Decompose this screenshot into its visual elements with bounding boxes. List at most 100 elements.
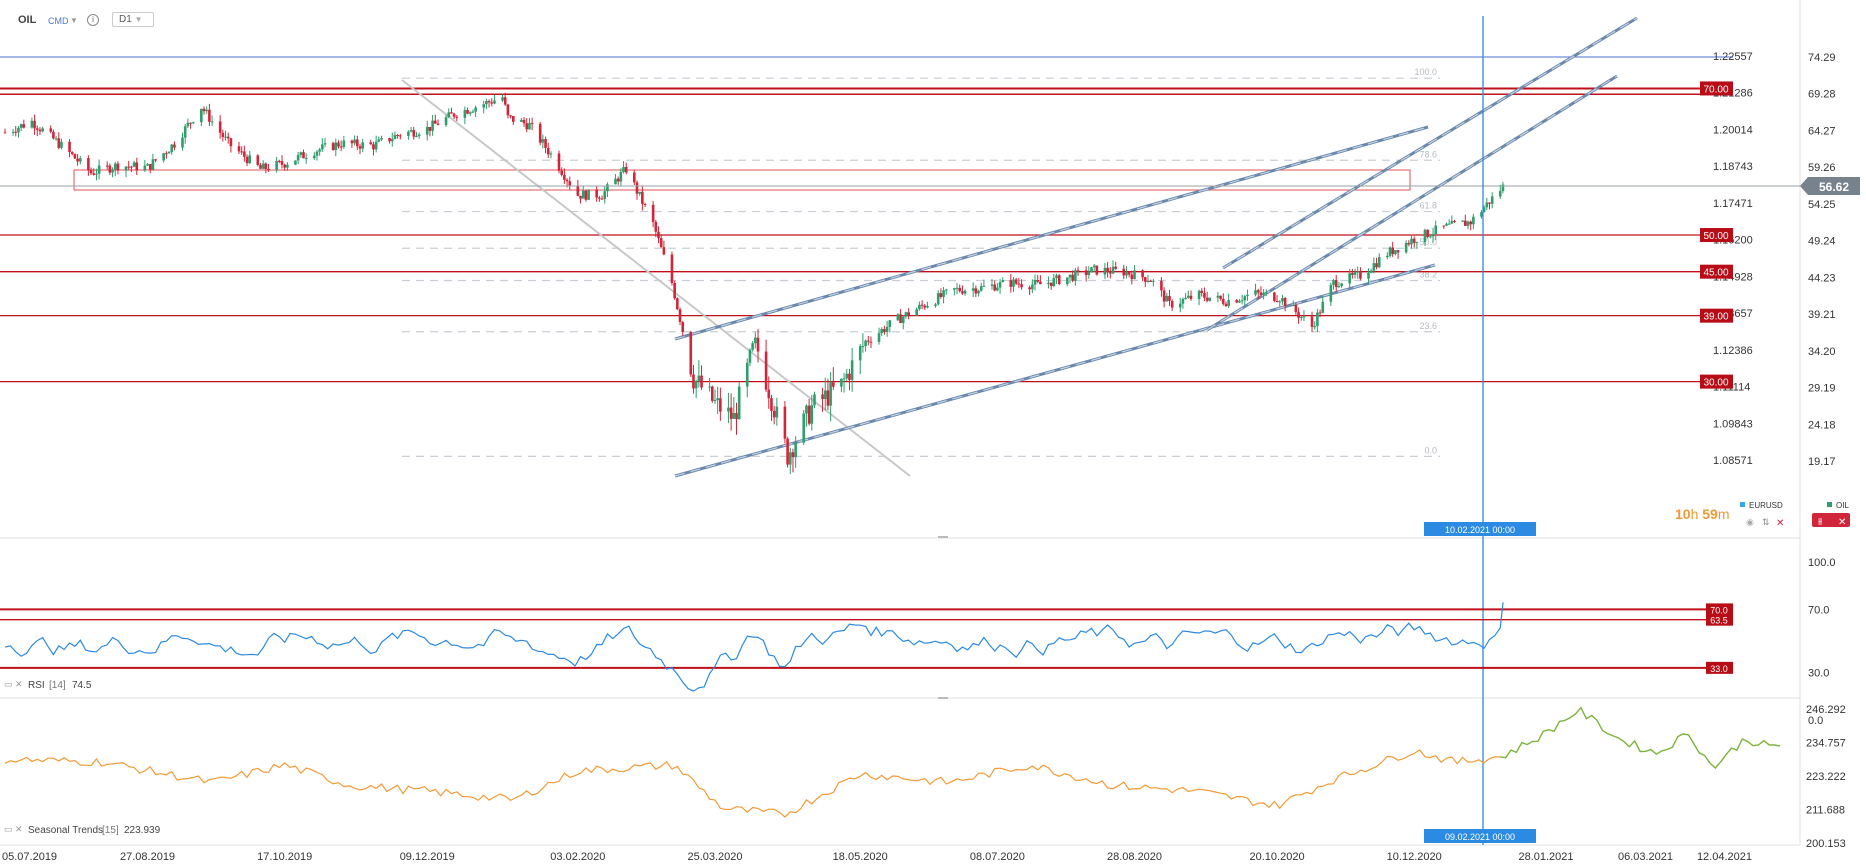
candle-body (1367, 272, 1370, 279)
candle-body (1187, 295, 1190, 298)
candle-body (321, 144, 324, 150)
oil-tick-label: 54.25 (1808, 199, 1836, 211)
candle-body (764, 351, 768, 390)
candle-body (261, 163, 265, 169)
candle-body (996, 287, 999, 291)
candle-body (1014, 279, 1018, 284)
x-tick-label: 08.07.2020 (970, 851, 1025, 863)
candle-body (1068, 274, 1072, 278)
candle-body (1141, 270, 1144, 278)
oil-series-control[interactable] (1812, 513, 1850, 527)
close-rsi-icon: ✕ (15, 679, 23, 689)
symbol-label[interactable]: OIL (18, 14, 37, 26)
x-tick-label: 06.03.2021 (1618, 851, 1673, 863)
oil-tick-label: 29.19 (1808, 383, 1836, 395)
candle-body (444, 117, 448, 125)
candle-body (1264, 292, 1268, 294)
candle-body (1291, 304, 1295, 307)
candle-body (135, 162, 139, 171)
candle-body (525, 123, 529, 130)
candle-body (146, 164, 149, 166)
sort-icon: ⇅ (1762, 517, 1770, 527)
candle-body (267, 168, 270, 170)
candle-body (183, 126, 187, 138)
candle-body (568, 181, 572, 186)
seasonal-tick-label: 246.292 (1806, 704, 1846, 716)
candle-body (76, 158, 79, 162)
candle-body (788, 452, 792, 465)
seasonal-tick-label: 200.153 (1806, 838, 1846, 850)
candle-body (181, 137, 184, 148)
candle-body (1033, 280, 1037, 285)
symbol-dropdown-chevron-icon[interactable]: ▼ (70, 16, 78, 25)
countdown-h: h (1691, 506, 1699, 522)
candle-body (1017, 283, 1021, 285)
candle-body (770, 398, 773, 411)
candle-body (463, 110, 467, 118)
candle-body (191, 122, 195, 124)
candle-body (880, 329, 884, 334)
timeframe-chevron-icon: ▼ (134, 15, 143, 24)
candle-body (73, 154, 77, 159)
candle-body (587, 189, 590, 200)
eurusd-tick-label: 1.09843 (1713, 418, 1753, 430)
candle-body (1396, 250, 1400, 253)
candle-body (501, 97, 504, 101)
candle-body (1294, 304, 1298, 313)
candle-body (584, 190, 588, 200)
x-tick-label: 20.10.2020 (1250, 851, 1305, 863)
candle-body (436, 123, 440, 125)
candle-body (1065, 277, 1069, 285)
svg-text:10h 59m: 10h 59m (1675, 506, 1730, 522)
candle-body (883, 329, 886, 332)
candle-body (662, 247, 666, 255)
candle-body (57, 138, 61, 148)
candle-body (433, 120, 437, 124)
candle-body (334, 142, 338, 150)
candle-body (697, 375, 701, 381)
timeframe-select[interactable]: D1 ▼ (112, 12, 154, 27)
oil-tick-label: 59.26 (1808, 162, 1836, 174)
candle-body (842, 378, 846, 380)
candle-body (850, 360, 854, 380)
candle-body (538, 123, 542, 143)
candle-body (35, 128, 39, 130)
candle-body (1482, 207, 1486, 213)
candle-body (1297, 312, 1300, 318)
candle-body (1084, 270, 1088, 276)
candle-body (1189, 295, 1193, 299)
oil-tick-label: 64.27 (1808, 125, 1836, 137)
candle-body (549, 153, 553, 155)
candle-body (132, 162, 136, 167)
candle-body (990, 284, 994, 286)
candle-body (318, 149, 321, 152)
candle-body (248, 155, 252, 164)
candle-body (412, 130, 416, 137)
candle-body (38, 129, 42, 132)
candle-body (614, 178, 617, 185)
candle-body (95, 173, 98, 175)
candle-body (1125, 271, 1128, 276)
candle-body (1020, 284, 1023, 288)
candle-body (1111, 266, 1115, 274)
eye-icon: ◉ (1746, 517, 1754, 527)
info-icon[interactable]: i (87, 14, 99, 26)
candle-body (113, 163, 117, 170)
candle-body (673, 282, 676, 299)
candle-body (1431, 234, 1435, 237)
candle-body (848, 373, 851, 380)
candle-body (654, 221, 658, 232)
candle-body (1275, 300, 1279, 302)
candle-body (342, 140, 346, 148)
legend: EURUSD OIL ◉ ⇅ ✕ ⫵ ✕ (1740, 501, 1850, 529)
seasonal-forecast-line (1500, 706, 1781, 769)
candle-body (224, 136, 227, 138)
candle-body (151, 159, 155, 170)
candle-body (1216, 295, 1220, 298)
candle-body (1485, 202, 1489, 208)
candle-body (651, 204, 655, 222)
candle-body (388, 137, 391, 142)
candle-body (415, 136, 418, 138)
candle-body (1407, 242, 1411, 245)
